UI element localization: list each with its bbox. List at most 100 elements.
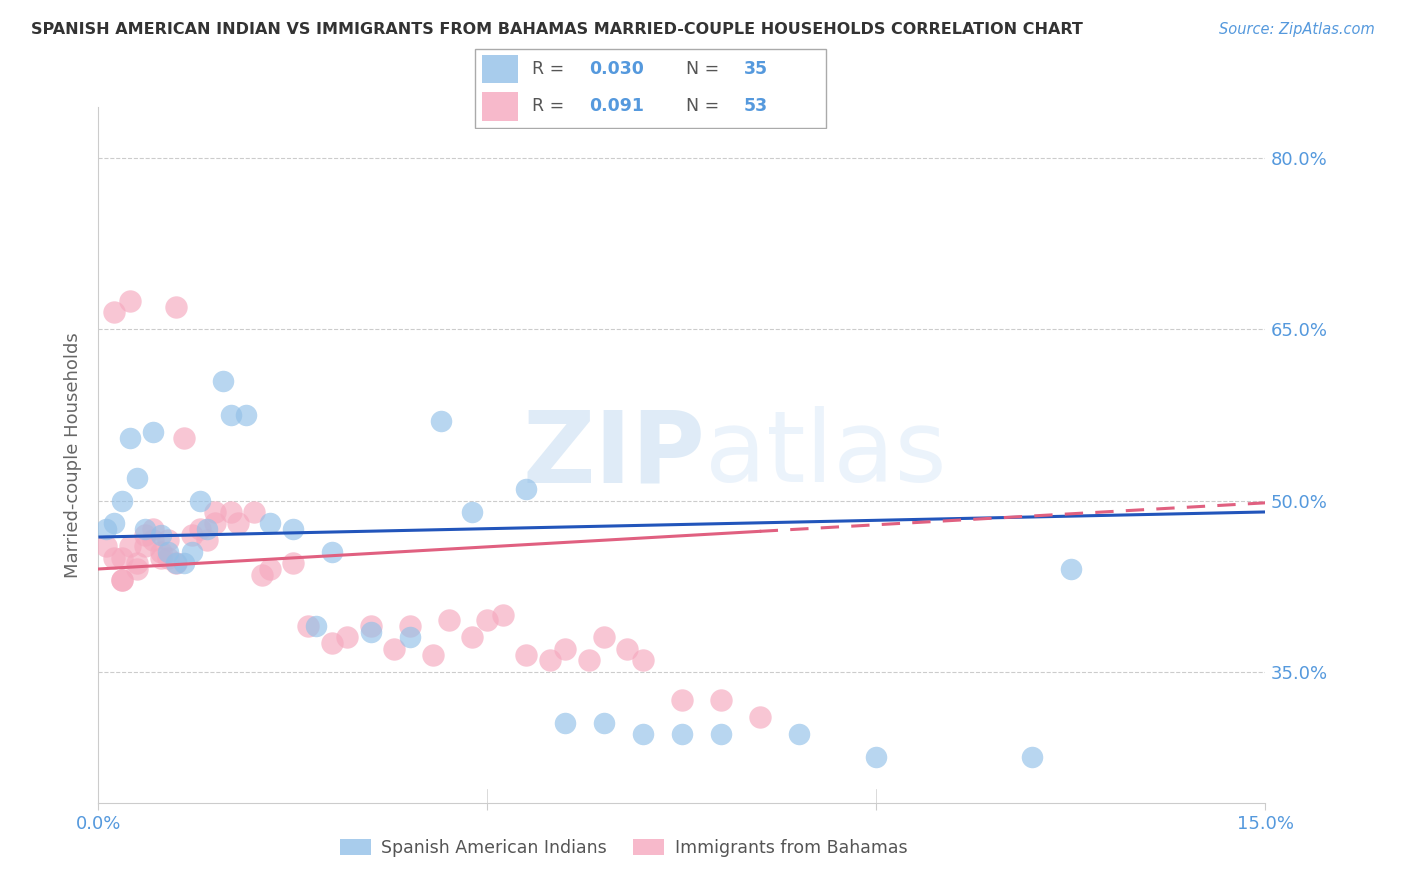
Point [461,505,484,519]
Point [360,619,382,633]
Point [165,300,187,314]
Point [165,556,187,570]
Point [173,556,195,570]
Point [243,505,266,519]
Point [281,556,304,570]
Point [593,715,616,730]
Point [134,539,156,553]
Point [204,516,226,531]
Legend: Spanish American Indians, Immigrants from Bahamas: Spanish American Indians, Immigrants fro… [333,832,914,863]
Point [165,556,187,570]
Text: 35: 35 [744,60,768,78]
Point [127,471,149,485]
Point [477,613,499,627]
Point [321,636,343,650]
Y-axis label: Married-couple Households: Married-couple Households [65,332,83,578]
Point [157,550,180,565]
Point [321,545,343,559]
Point [118,293,141,308]
Point [142,533,165,548]
Point [111,574,134,588]
Point [103,305,125,319]
Point [616,641,638,656]
Text: 53: 53 [744,97,768,115]
Point [96,522,118,536]
Point [461,631,484,645]
Point [149,528,172,542]
Point [259,516,281,531]
Point [398,631,420,645]
Point [748,710,770,724]
Text: Source: ZipAtlas.com: Source: ZipAtlas.com [1219,22,1375,37]
Point [492,607,515,622]
Point [188,522,211,536]
Text: SPANISH AMERICAN INDIAN VS IMMIGRANTS FROM BAHAMAS MARRIED-COUPLE HOUSEHOLDS COR: SPANISH AMERICAN INDIAN VS IMMIGRANTS FR… [31,22,1083,37]
Text: 0.030: 0.030 [589,60,644,78]
Point [228,516,250,531]
Point [118,539,141,553]
Point [111,550,134,565]
Point [398,619,420,633]
Point [515,482,537,496]
Point [103,516,125,531]
Point [554,641,576,656]
Text: 0.091: 0.091 [589,97,644,115]
Point [336,631,359,645]
Point [631,653,654,667]
Point [538,653,561,667]
Point [671,727,693,741]
Point [360,624,382,639]
Text: ZIP: ZIP [523,407,706,503]
Point [259,562,281,576]
Point [149,550,172,565]
Text: R =: R = [531,60,564,78]
Point [111,493,134,508]
FancyBboxPatch shape [482,93,517,121]
Point [212,374,235,388]
Point [437,613,460,627]
Point [429,414,451,428]
Point [111,574,134,588]
Point [134,522,156,536]
Point [134,528,156,542]
Point [219,408,242,422]
Point [710,693,733,707]
Point [250,567,273,582]
Point [631,727,654,741]
Point [188,493,211,508]
Point [103,550,125,565]
Point [127,556,149,570]
Point [554,715,576,730]
Point [142,425,165,439]
Point [787,727,810,741]
Point [865,750,887,764]
Text: R =: R = [531,97,564,115]
Point [180,545,202,559]
Point [515,648,537,662]
Point [157,545,180,559]
Text: N =: N = [686,60,720,78]
Point [710,727,733,741]
Point [142,522,165,536]
Point [219,505,242,519]
Point [180,528,202,542]
Text: atlas: atlas [706,407,946,503]
Point [157,533,180,548]
Point [118,431,141,445]
Point [96,539,118,553]
Point [149,545,172,559]
Point [382,641,405,656]
Point [235,408,257,422]
Point [578,653,600,667]
Point [422,648,444,662]
Text: N =: N = [686,97,720,115]
Point [195,533,218,548]
Point [593,631,616,645]
Point [127,562,149,576]
Point [1021,750,1043,764]
Point [173,431,195,445]
Point [305,619,328,633]
Point [297,619,319,633]
FancyBboxPatch shape [475,49,825,128]
Point [195,522,218,536]
